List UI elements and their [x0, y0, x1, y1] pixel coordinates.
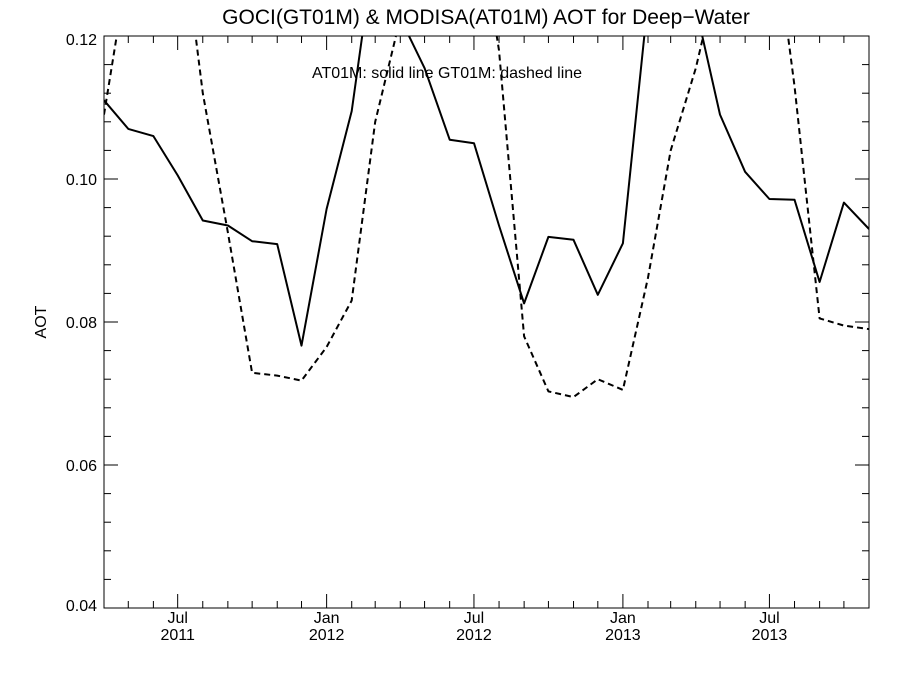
x-tick-label-month: Jul	[464, 610, 484, 627]
series-line-at01m	[104, 36, 869, 347]
series-line-gt01m	[104, 36, 869, 399]
chart-title: GOCI(GT01M) & MODISA(AT01M) AOT for Deep…	[222, 6, 750, 29]
y-tick-label: 0.10	[66, 172, 97, 189]
x-tick-label-year: 2012	[309, 627, 345, 644]
x-tick-label-year: 2011	[160, 627, 195, 644]
x-tick-label-year: 2013	[605, 627, 641, 644]
y-tick-label: 0.06	[66, 458, 97, 475]
x-tick-label-month: Jan	[314, 610, 340, 627]
y-tick-label: 0.12	[66, 32, 97, 49]
y-axis-label: AOT	[33, 305, 50, 338]
y-tick-label: 0.04	[66, 598, 97, 615]
plot-frame	[103, 35, 870, 609]
x-tick-label-month: Jul	[759, 610, 779, 627]
x-tick-label-year: 2012	[456, 627, 492, 644]
x-tick-label-month: Jul	[167, 610, 187, 627]
x-tick-label-year: 2013	[752, 627, 788, 644]
x-tick-label-month: Jan	[610, 610, 636, 627]
axes: 0.040.060.080.100.12Jul2011Jan2012Jul201…	[66, 32, 869, 644]
y-tick-label: 0.08	[66, 315, 97, 332]
line-style-annotation: AT01M: solid line GT01M: dashed line	[312, 65, 582, 82]
plot-area	[104, 36, 869, 399]
